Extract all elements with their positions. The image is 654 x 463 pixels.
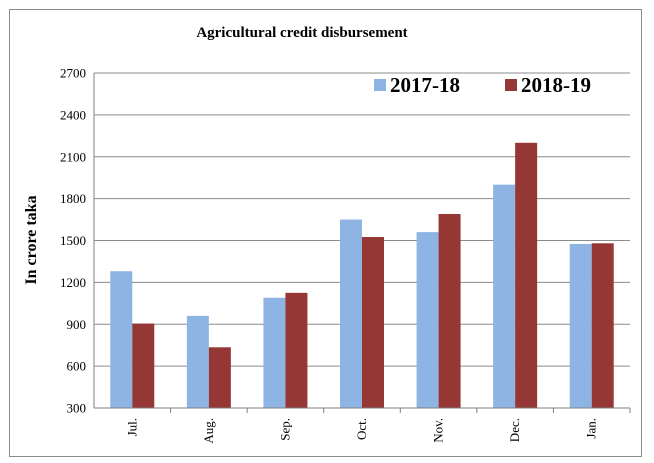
axes <box>93 73 631 413</box>
y-tick-labels: 300 600 900 1200 1500 1800 2100 2400 2700 <box>60 66 86 416</box>
y-tick-label: 2700 <box>60 66 86 81</box>
x-tick-label: Jul. <box>124 418 139 436</box>
x-tick-label: Sep. <box>277 418 292 441</box>
legend-swatch-2017-18 <box>374 79 386 91</box>
bar-2017-18-aug <box>186 315 209 408</box>
x-tick-labels: Jul. Aug. Sep. Oct. Nov. Dec. Jan. <box>124 418 598 444</box>
x-tick-label: Aug. <box>201 418 216 444</box>
bar-2017-18-jan <box>569 243 592 408</box>
bar-2018-19-jul <box>132 323 155 408</box>
bar-2017-18-nov <box>416 232 439 408</box>
bar-2018-19-dec <box>515 142 538 408</box>
y-tick-label: 1200 <box>60 275 86 290</box>
bar-2018-19-oct <box>362 237 384 408</box>
bar-2018-19-aug <box>208 347 231 408</box>
y-tick-label: 2400 <box>60 107 86 122</box>
x-tick-label: Dec. <box>507 418 522 442</box>
y-axis-label: In crore taka <box>23 195 40 284</box>
bar-2017-18-dec <box>493 184 516 408</box>
bar-2017-18-jul <box>110 271 133 408</box>
x-tick-label: Jan. <box>584 418 599 439</box>
bar-2018-19-jan <box>591 243 614 408</box>
x-tick-label: Nov. <box>431 418 446 443</box>
legend-label-2017-18: 2017-18 <box>390 73 460 97</box>
chart-title: Agricultural credit disbursement <box>196 25 407 41</box>
x-tick-label: Oct. <box>354 418 369 440</box>
y-tick-label: 2100 <box>60 149 86 164</box>
bar-2018-19-nov <box>438 213 461 408</box>
y-tick-label: 900 <box>67 317 87 332</box>
legend-swatch-2018-19 <box>505 79 517 91</box>
y-tick-label: 600 <box>67 359 87 374</box>
y-tick-label: 1500 <box>60 233 86 248</box>
bar-2017-18-sep <box>263 297 286 408</box>
legend-label-2018-19: 2018-19 <box>521 73 591 97</box>
y-tick-label: 300 <box>67 401 87 416</box>
bar-2018-19-sep <box>285 292 308 408</box>
y-tick-label: 1800 <box>60 191 86 206</box>
legend: 2017-18 2018-19 <box>374 73 591 97</box>
bar-2017-18-oct <box>340 219 362 408</box>
bars <box>110 142 614 408</box>
